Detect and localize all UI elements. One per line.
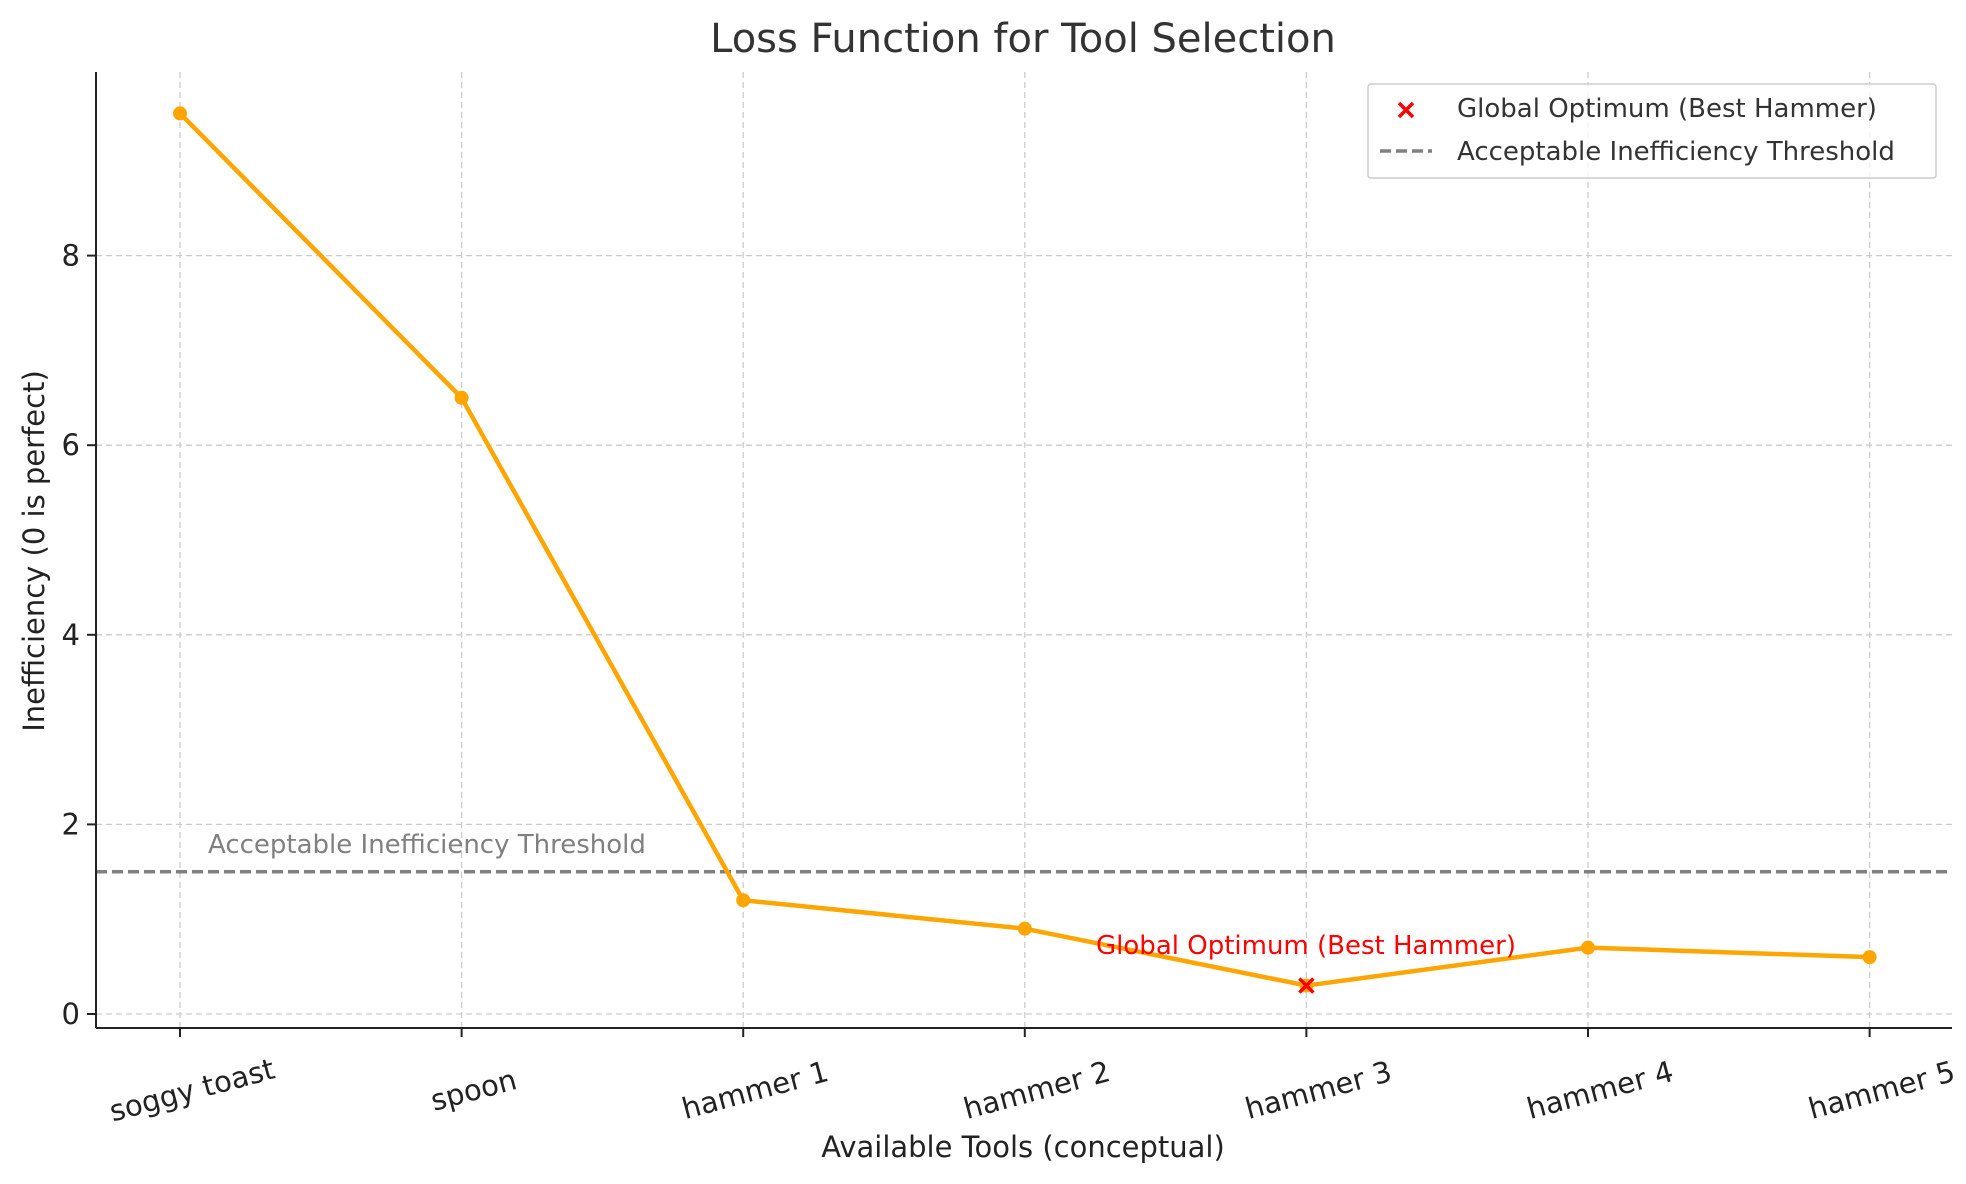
legend-marker-optimum xyxy=(1397,101,1415,119)
optimum-layer: Global Optimum (Best Hammer) xyxy=(1096,931,1516,994)
y-tick-label: 0 xyxy=(62,997,80,1031)
optimum-marker xyxy=(1298,977,1315,994)
legend-label-optimum: Global Optimum (Best Hammer) xyxy=(1457,94,1877,124)
optimum-annotation: Global Optimum (Best Hammer) xyxy=(1096,931,1516,961)
data-point xyxy=(454,390,469,405)
y-tick-label: 8 xyxy=(62,239,80,273)
series-layer xyxy=(173,106,1877,993)
optimum-marker-stroke xyxy=(1298,977,1315,994)
legend-label-threshold: Acceptable Inefficiency Threshold xyxy=(1457,137,1895,167)
chart-title: Loss Function for Tool Selection xyxy=(710,16,1336,62)
y-tick-labels: 0 2 4 6 8 xyxy=(62,239,96,1031)
threshold-layer: Acceptable Inefficiency Threshold xyxy=(96,830,1952,874)
y-tick-label: 6 xyxy=(62,428,80,462)
y-axis-label: Inefficiency (0 is perfect) xyxy=(17,370,51,732)
x-axis-label: Available Tools (conceptual) xyxy=(821,1130,1225,1164)
legend: Global Optimum (Best Hammer) Acceptable … xyxy=(1367,83,1937,179)
data-point xyxy=(1017,921,1032,936)
y-tick-label: 4 xyxy=(62,618,80,652)
data-point xyxy=(1862,950,1877,965)
threshold-annotation: Acceptable Inefficiency Threshold xyxy=(208,830,646,860)
y-tick-label: 2 xyxy=(62,807,80,841)
data-point xyxy=(1581,940,1595,955)
data-point xyxy=(173,106,187,121)
data-point xyxy=(736,893,751,908)
legend-box xyxy=(1367,83,1937,179)
